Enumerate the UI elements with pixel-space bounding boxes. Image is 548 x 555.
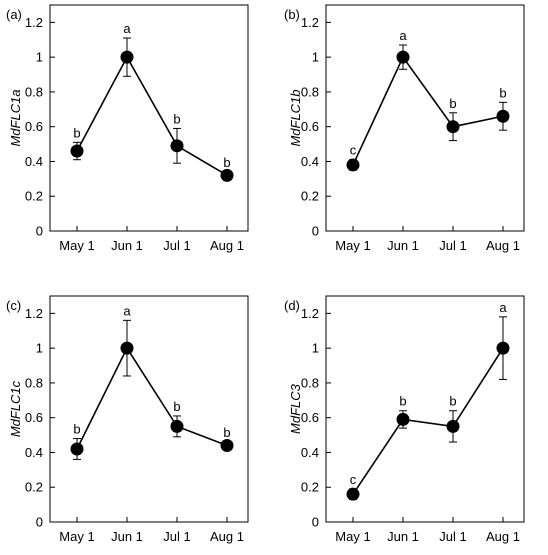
y-tick-label: 0.4 <box>25 154 43 169</box>
significance-label: b <box>173 111 180 126</box>
significance-label: a <box>499 300 507 315</box>
y-tick-label: 0.6 <box>25 410 43 425</box>
significance-label: a <box>123 21 131 36</box>
y-tick-label: 0 <box>312 515 319 530</box>
data-point <box>446 120 460 134</box>
significance-label: b <box>223 425 230 440</box>
y-tick-label: 1 <box>312 50 319 65</box>
data-point <box>70 442 84 456</box>
plot-frame <box>325 295 525 523</box>
y-tick-label: 0 <box>312 224 319 239</box>
x-tick-label: Jun 1 <box>111 238 143 253</box>
y-tick-label: 0.8 <box>25 84 43 99</box>
y-tick-label: 1.2 <box>25 15 43 30</box>
y-tick-label: 0.8 <box>301 375 319 390</box>
plot-frame <box>325 4 525 232</box>
x-tick-label: Aug 1 <box>486 238 520 253</box>
x-tick-label: May 1 <box>335 529 370 544</box>
series-line <box>76 55 228 177</box>
y-tick-label: 0.2 <box>301 480 319 495</box>
significance-label: b <box>449 394 456 409</box>
significance-label: b <box>499 85 506 100</box>
y-tick-label: 0 <box>36 515 43 530</box>
data-point <box>220 168 234 182</box>
y-tick-label: 1 <box>36 50 43 65</box>
significance-label: b <box>399 394 406 409</box>
data-point <box>346 487 360 501</box>
data-point <box>70 144 84 158</box>
plot-frame <box>49 295 249 523</box>
data-point <box>170 139 184 153</box>
x-tick-label: May 1 <box>59 529 94 544</box>
y-tick-label: 0.4 <box>301 445 319 460</box>
x-tick-label: Jul 1 <box>163 529 190 544</box>
series-line <box>352 55 504 166</box>
data-point <box>120 341 134 355</box>
panel-4: (d) MdFLC3 0 0.2 0.4 0.6 0.8 1 1.2 May 1 Jun 1 Jul … <box>284 295 525 544</box>
data-point <box>396 412 410 426</box>
x-tick-label: Jun 1 <box>387 529 419 544</box>
significance-label: b <box>73 125 80 140</box>
data-point <box>396 50 410 64</box>
data-point <box>220 439 234 453</box>
y-tick-label: 0.6 <box>301 119 319 134</box>
y-tick-label: 1.2 <box>25 306 43 321</box>
significance-label: c <box>350 143 357 158</box>
panel-3: (c) MdFLC1c 0 0.2 0.4 0.6 0.8 1 1.2 May 1 Jun 1 Jul… <box>6 295 249 544</box>
x-tick-label: Jul 1 <box>439 238 466 253</box>
x-tick-label: Jul 1 <box>163 238 190 253</box>
y-tick-label: 1.2 <box>301 15 319 30</box>
y-tick-label: 0.8 <box>301 84 319 99</box>
significance-label: b <box>223 155 230 170</box>
y-axis-label: MdFLC1b <box>288 89 303 146</box>
y-tick-label: 0.6 <box>301 410 319 425</box>
y-tick-label: 0 <box>36 224 43 239</box>
panel-letter: (d) <box>284 298 300 313</box>
y-tick-label: 0.2 <box>301 189 319 204</box>
y-tick-label: 0.2 <box>25 480 43 495</box>
y-axis-label: MdFLC1c <box>8 380 23 437</box>
x-tick-label: May 1 <box>59 238 94 253</box>
data-point <box>446 419 460 433</box>
y-tick-label: 0.4 <box>25 445 43 460</box>
data-point <box>496 341 510 355</box>
significance-label: a <box>399 28 407 43</box>
x-tick-label: Aug 1 <box>210 529 244 544</box>
y-axis-label: MdFLC1a <box>8 89 23 146</box>
y-axis-label: MdFLC3 <box>288 383 303 434</box>
data-point <box>170 419 184 433</box>
series-line <box>76 346 228 450</box>
x-tick-label: Jun 1 <box>387 238 419 253</box>
y-tick-label: 0.2 <box>25 189 43 204</box>
y-tick-label: 0.4 <box>301 154 319 169</box>
plot-frame <box>49 4 249 232</box>
data-point <box>120 50 134 64</box>
panel-letter: (b) <box>284 7 300 22</box>
y-tick-label: 0.8 <box>25 375 43 390</box>
x-tick-label: May 1 <box>335 238 370 253</box>
y-tick-label: 1.2 <box>301 306 319 321</box>
panel-letter: (c) <box>6 298 21 313</box>
y-tick-label: 0.6 <box>25 119 43 134</box>
series-line <box>352 347 504 495</box>
significance-label: b <box>173 399 180 414</box>
x-tick-label: Aug 1 <box>210 238 244 253</box>
y-tick-label: 1 <box>312 341 319 356</box>
y-tick-label: 1 <box>36 341 43 356</box>
x-tick-label: Jun 1 <box>111 529 143 544</box>
significance-label: c <box>350 472 357 487</box>
significance-label: a <box>123 303 131 318</box>
panel-2: (b) MdFLC1b 0 0.2 0.4 0.6 0.8 1 1.2 May 1 Jun 1 Jul… <box>284 4 525 253</box>
data-point <box>496 109 510 123</box>
data-point <box>346 158 360 172</box>
x-tick-label: Aug 1 <box>486 529 520 544</box>
x-tick-label: Jul 1 <box>439 529 466 544</box>
significance-label: b <box>449 96 456 111</box>
significance-label: b <box>73 422 80 437</box>
panel-letter: (a) <box>6 7 22 22</box>
panel-1: (a) MdFLC1a 0 0.2 0.4 0.6 0.8 1 1.2 May 1 Jun 1 Jul… <box>6 4 249 253</box>
